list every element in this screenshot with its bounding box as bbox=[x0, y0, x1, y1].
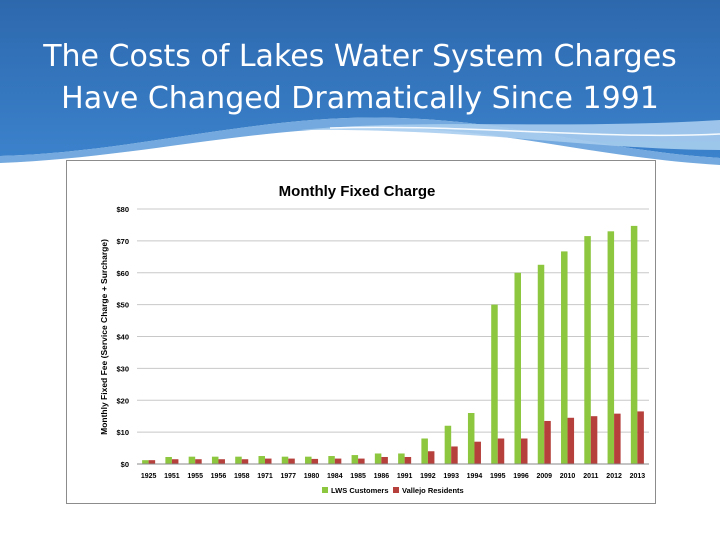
x-tick-label: 1993 bbox=[443, 473, 459, 480]
bar-lws-customers bbox=[630, 225, 638, 464]
bar-vallejo-residents bbox=[311, 458, 319, 464]
bar-lws-customers bbox=[235, 456, 242, 464]
x-tick-label: 1984 bbox=[327, 473, 343, 480]
legend-label-lws: LWS Customers bbox=[331, 486, 389, 495]
y-tick-label: $50 bbox=[116, 301, 129, 310]
x-tick-label: 2010 bbox=[560, 473, 576, 480]
legend-swatch-lws bbox=[322, 487, 328, 493]
legend-label-vallejo: Vallejo Residents bbox=[402, 486, 464, 495]
bar-lws-customers bbox=[351, 455, 359, 464]
y-tick-label: $10 bbox=[116, 428, 129, 437]
bars bbox=[142, 225, 644, 464]
x-tick-label: 1925 bbox=[141, 473, 157, 480]
bar-vallejo-residents bbox=[637, 411, 644, 464]
bar-vallejo-residents bbox=[148, 460, 156, 464]
bar-lws-customers bbox=[514, 272, 521, 464]
x-tick-label: 1996 bbox=[513, 473, 529, 480]
bar-vallejo-residents bbox=[427, 451, 435, 464]
bar-vallejo-residents bbox=[218, 459, 225, 464]
x-tick-label: 2013 bbox=[630, 473, 646, 480]
bar-vallejo-residents bbox=[241, 459, 249, 464]
bar-vallejo-residents bbox=[358, 458, 365, 464]
bar-vallejo-residents bbox=[474, 441, 481, 464]
bar-vallejo-residents bbox=[404, 456, 412, 464]
bar-vallejo-residents bbox=[288, 458, 295, 464]
x-tick-label: 1994 bbox=[467, 473, 483, 480]
y-axis-label: Monthly Fixed Fee (Service Charge + Surc… bbox=[99, 239, 109, 435]
legend-swatch-vallejo bbox=[393, 487, 399, 493]
x-tick-label: 1980 bbox=[304, 473, 320, 480]
chart-title: Monthly Fixed Charge bbox=[279, 183, 436, 200]
bar-lws-customers bbox=[398, 453, 405, 464]
y-tick-label: $60 bbox=[116, 269, 129, 278]
x-tick-label: 1951 bbox=[164, 473, 180, 480]
x-tick-label: 1991 bbox=[397, 473, 413, 480]
bar-lws-customers bbox=[584, 236, 591, 464]
bar-vallejo-residents bbox=[497, 438, 505, 464]
x-tick-label: 1956 bbox=[211, 473, 227, 480]
x-tick-label: 1977 bbox=[280, 473, 296, 480]
title-line-1: The Costs of Lakes Water System Charges bbox=[43, 39, 677, 74]
slide-header: The Costs of Lakes Water System Charges … bbox=[0, 0, 720, 165]
bar-vallejo-residents bbox=[195, 459, 202, 464]
bar-lws-customers bbox=[281, 456, 289, 464]
bar-lws-customers bbox=[491, 304, 498, 464]
header-wave-line bbox=[329, 126, 720, 137]
bar-lws-customers bbox=[305, 456, 312, 464]
gridlines bbox=[137, 208, 649, 433]
y-tick-label: $80 bbox=[116, 205, 129, 214]
header-band bbox=[0, 0, 720, 158]
bar-lws-customers bbox=[211, 456, 219, 464]
x-tick-label: 1986 bbox=[374, 473, 390, 480]
legend: LWS Customers Vallejo Residents bbox=[322, 486, 464, 495]
bar-lws-customers bbox=[374, 453, 382, 464]
x-tick-label: 1992 bbox=[420, 473, 436, 480]
x-tick-label: 1985 bbox=[350, 473, 366, 480]
bar-lws-customers bbox=[258, 456, 265, 464]
x-tick-label: 2009 bbox=[536, 473, 552, 480]
bar-chart: Monthly Fixed Charge Monthly Fixed Fee (… bbox=[99, 183, 649, 495]
title-line-2: Have Changed Dramatically Since 1991 bbox=[61, 81, 659, 116]
x-tick-label: 2012 bbox=[606, 473, 622, 480]
bar-lws-customers bbox=[165, 456, 172, 464]
bar-lws-customers bbox=[537, 264, 545, 464]
bar-vallejo-residents bbox=[171, 459, 179, 464]
bar-vallejo-residents bbox=[614, 413, 621, 464]
bar-lws-customers bbox=[188, 456, 196, 464]
bar-vallejo-residents bbox=[567, 417, 575, 464]
bar-lws-customers bbox=[561, 251, 568, 464]
bar-vallejo-residents bbox=[521, 438, 528, 464]
bar-vallejo-residents bbox=[334, 458, 342, 464]
bar-vallejo-residents bbox=[265, 458, 272, 464]
x-tick-label: 1958 bbox=[234, 473, 250, 480]
bar-vallejo-residents bbox=[451, 446, 458, 464]
bar-vallejo-residents bbox=[590, 416, 598, 464]
y-tick-label: $40 bbox=[116, 333, 129, 342]
x-tick-label: 1955 bbox=[187, 473, 203, 480]
bar-lws-customers bbox=[444, 425, 452, 464]
y-tick-label: $20 bbox=[116, 396, 129, 405]
bar-lws-customers bbox=[142, 460, 149, 464]
x-tick-label: 1995 bbox=[490, 473, 506, 480]
header-background bbox=[0, 0, 720, 165]
bar-lws-customers bbox=[421, 438, 428, 464]
x-tick-label: 1971 bbox=[257, 473, 273, 480]
x-axis-ticks: 1925 1951 1955 1956 1958 1971 1977 1980 1984 1985… bbox=[141, 473, 645, 480]
slide-title: The Costs of Lakes Water System Charges … bbox=[0, 36, 720, 120]
chart-container: Monthly Fixed Charge Monthly Fixed Fee (… bbox=[66, 160, 656, 504]
x-tick-label: 2011 bbox=[583, 473, 598, 480]
bar-vallejo-residents bbox=[381, 456, 388, 464]
y-tick-label: $0 bbox=[121, 460, 129, 469]
bar-vallejo-residents bbox=[544, 420, 551, 464]
y-tick-label: $70 bbox=[116, 237, 129, 246]
bar-lws-customers bbox=[607, 231, 615, 464]
bar-lws-customers bbox=[328, 456, 335, 464]
y-tick-label: $30 bbox=[116, 364, 129, 373]
y-axis-ticks: $0 $10 $20 $30 $40 $50 $60 $70 $80 bbox=[116, 205, 129, 469]
bar-lws-customers bbox=[467, 413, 475, 464]
